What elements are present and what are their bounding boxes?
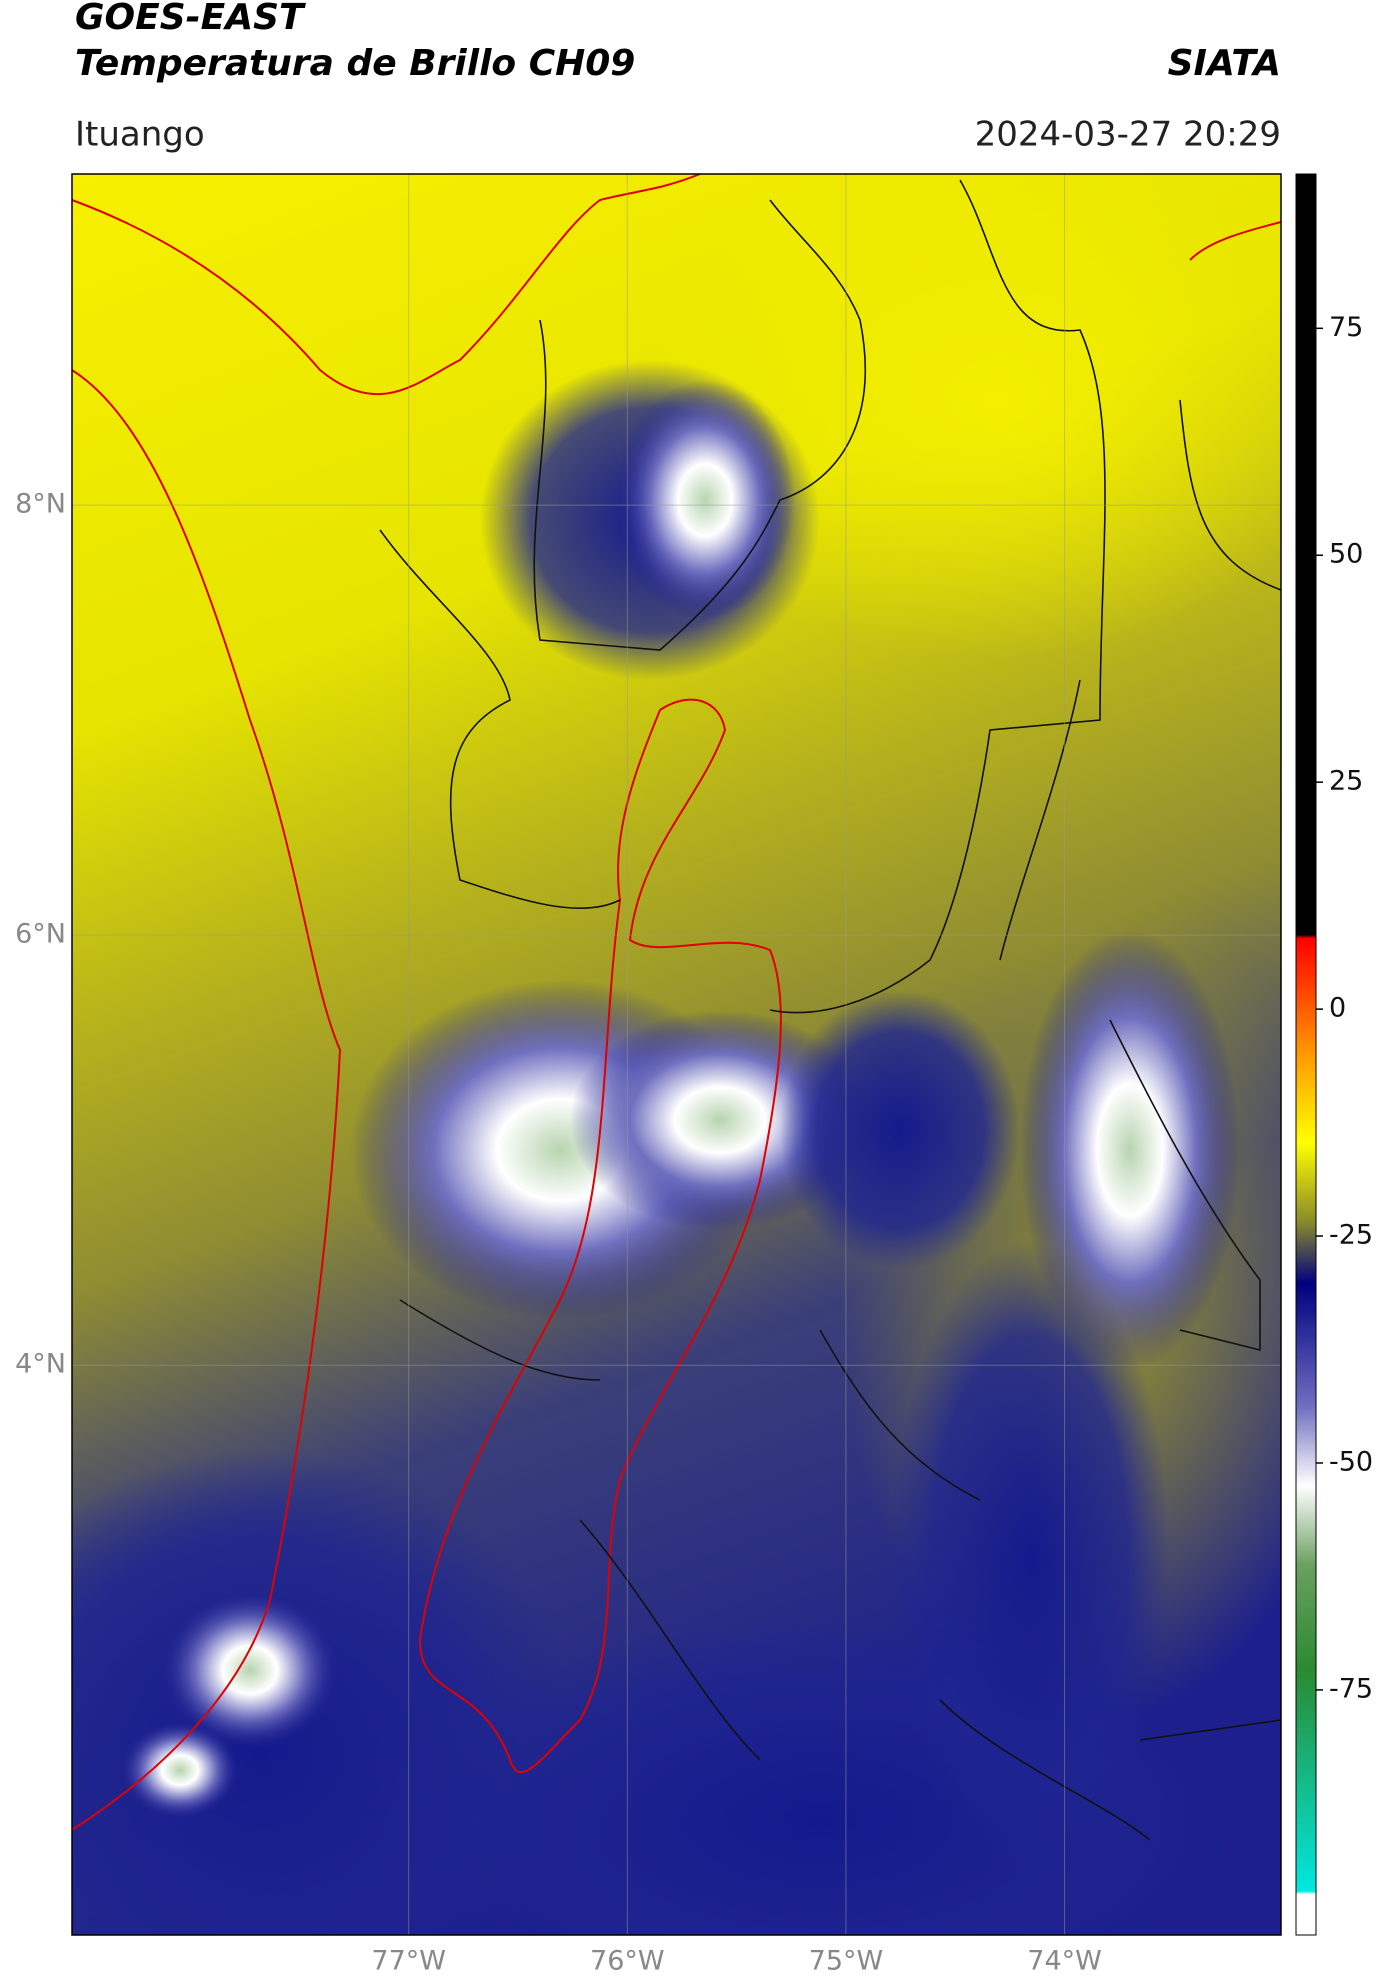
lon-label: 76°W [590, 1946, 665, 1977]
colorbar-tick-label: 75 [1329, 312, 1363, 343]
datetime: 2024-03-27 20:29 [975, 115, 1281, 155]
colorbar-tick-label: 50 [1329, 539, 1363, 570]
lon-label: 77°W [371, 1946, 446, 1977]
colorbar-tick-label: -50 [1329, 1446, 1373, 1477]
colorbar-tick-label: -75 [1329, 1673, 1373, 1704]
lat-label: 4°N [15, 1349, 66, 1380]
title-satellite: GOES-EAST [75, 0, 306, 38]
title-product: Temperatura de Brillo CH09 [75, 43, 635, 84]
graticule [72, 174, 1281, 1935]
source: SIATA [1168, 43, 1281, 84]
location: Ituango [75, 115, 205, 155]
colorbar-tick-label: -25 [1329, 1220, 1373, 1251]
colorbar-tick-label: 0 [1329, 993, 1346, 1024]
lon-label: 74°W [1027, 1946, 1102, 1977]
lat-label: 8°N [15, 489, 66, 520]
map-frame [71, 173, 1282, 1936]
satellite-image [72, 174, 1281, 1935]
lon-label: 75°W [809, 1946, 884, 1977]
colorbar-tick-label: 25 [1329, 766, 1363, 797]
colorbar [1295, 173, 1317, 1936]
lat-label: 6°N [15, 919, 66, 950]
